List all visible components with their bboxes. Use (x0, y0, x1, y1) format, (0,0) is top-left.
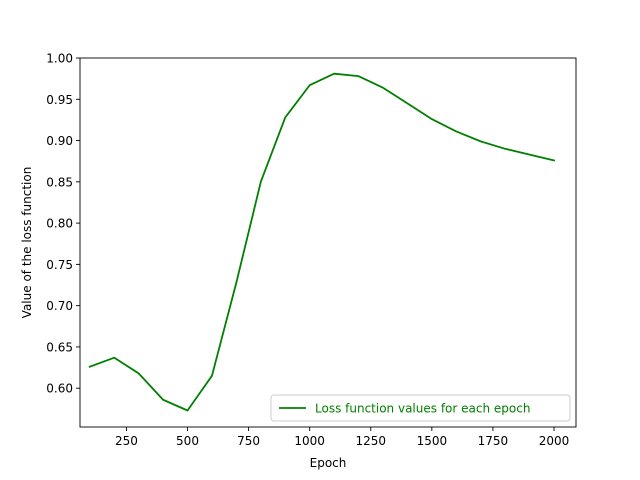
y-tick-label: 0.75 (46, 258, 73, 272)
plot-frame (79, 57, 577, 428)
legend-box (270, 394, 571, 422)
legend-entry: Loss function values for each epoch (315, 402, 530, 416)
x-tick-label: 250 (115, 434, 138, 448)
y-tick-label: 0.60 (46, 382, 73, 396)
y-tick-label: 0.85 (46, 175, 73, 189)
x-tick-label: 1000 (294, 434, 325, 448)
y-tick-label: 1.00 (46, 52, 73, 66)
y-axis-ticks: 0.60 0.65 0.70 0.75 0.80 0.85 0.90 0.95 1.00 (46, 52, 80, 396)
x-axis-label: Epoch (310, 456, 347, 470)
x-tick-label: 1500 (417, 434, 448, 448)
x-tick-label: 1750 (478, 434, 509, 448)
x-axis-ticks: 250 500 750 1000 1250 1500 1750 2000 (115, 427, 569, 448)
x-tick-label: 750 (237, 434, 260, 448)
y-tick-label: 0.95 (46, 93, 73, 107)
y-tick-label: 0.80 (46, 217, 73, 231)
x-tick-label: 500 (176, 434, 199, 448)
y-axis-label: Value of the loss function (20, 167, 34, 319)
legend: Loss function values for each epoch (270, 394, 571, 422)
y-tick-label: 0.65 (46, 340, 73, 354)
x-tick-label: 2000 (539, 434, 570, 448)
plot-area (79, 57, 577, 428)
y-tick-label: 0.70 (46, 299, 73, 313)
x-tick-label: 1250 (355, 434, 386, 448)
series-line-0 (88, 72, 556, 412)
y-tick-label: 0.90 (46, 134, 73, 148)
